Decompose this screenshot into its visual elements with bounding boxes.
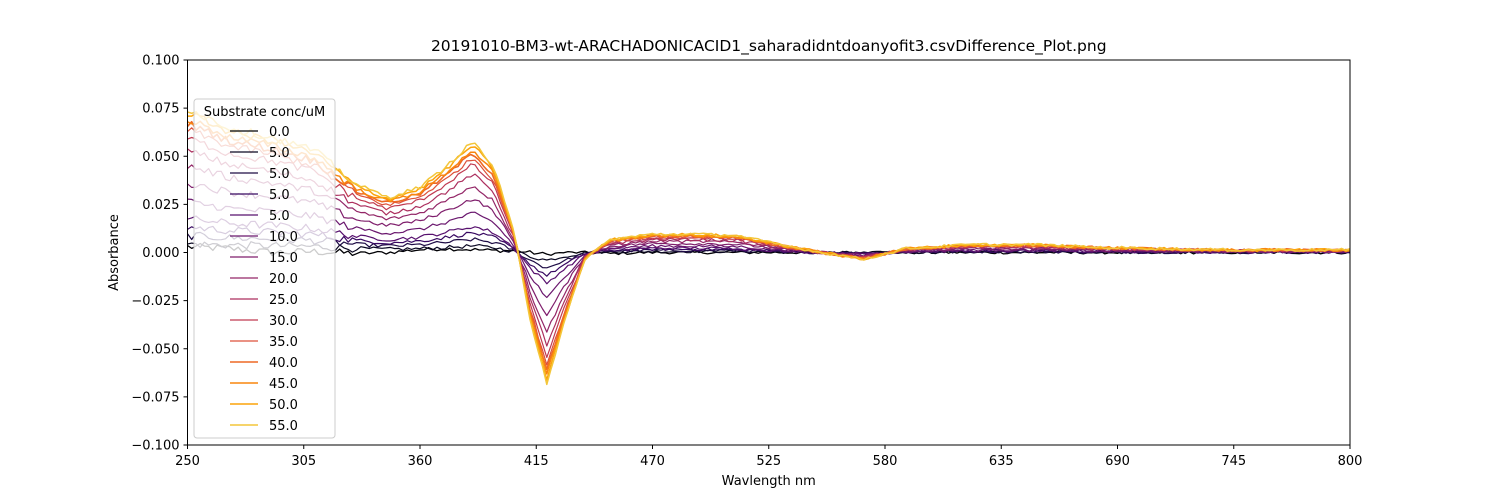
y-tick-label: 0.000: [142, 246, 179, 261]
legend-box: [193, 98, 336, 439]
series-line-14: [187, 111, 1350, 386]
legend-label: 5.0: [269, 146, 290, 161]
y-axis-label: Absorbance: [107, 214, 122, 291]
legend-title: Substrate conc/uM: [204, 105, 325, 120]
y-tick-label: 0.075: [142, 102, 179, 117]
x-axis-label: Wavlength nm: [722, 474, 816, 489]
x-tick-label: 415: [524, 454, 549, 469]
legend-label: 20.0: [269, 272, 298, 287]
y-tick-label: 0.050: [142, 150, 179, 165]
x-tick-label: 580: [873, 454, 898, 469]
y-tick-label: −0.100: [131, 439, 179, 454]
y-tick-label: −0.025: [131, 294, 179, 309]
y-tick-label: −0.050: [131, 342, 179, 357]
x-tick-label: 690: [1105, 454, 1130, 469]
x-tick-label: 305: [291, 454, 316, 469]
legend-label: 30.0: [269, 314, 298, 329]
legend-label: 45.0: [269, 377, 298, 392]
legend-label: 10.0: [269, 230, 298, 245]
y-tick-label: 0.025: [142, 198, 179, 213]
x-tick-label: 635: [989, 454, 1014, 469]
legend-label: 5.0: [269, 188, 290, 203]
chart-title: 20191010-BM3-wt-ARACHADONICACID1_saharad…: [431, 37, 1107, 56]
series-line-5: [187, 198, 1350, 299]
x-tick-label: 745: [1221, 454, 1246, 469]
x-tick-label: 525: [756, 454, 781, 469]
legend-label: 0.0: [269, 125, 290, 140]
legend-label: 40.0: [269, 356, 298, 371]
legend-label: 15.0: [269, 251, 298, 266]
legend-label: 35.0: [269, 335, 298, 350]
legend: Substrate conc/uM 0.0 5.0 5.0 5.0 5.0 10.0 15.…: [193, 98, 336, 439]
axis-ticks: 250 305 360 415 470 525 580 635 690 745 800 0.100 0.…: [131, 54, 1362, 470]
legend-label: 50.0: [269, 398, 298, 413]
y-tick-label: 0.100: [142, 54, 179, 69]
plot-lines: [187, 111, 1350, 386]
x-tick-label: 470: [640, 454, 665, 469]
legend-label: 5.0: [269, 209, 290, 224]
legend-label: 25.0: [269, 293, 298, 308]
legend-label: 55.0: [269, 419, 298, 434]
x-tick-label: 800: [1338, 454, 1363, 469]
plot-frame: [187, 59, 1351, 446]
legend-label: 5.0: [269, 167, 290, 182]
x-tick-label: 250: [175, 454, 200, 469]
x-tick-label: 360: [408, 454, 433, 469]
y-tick-label: −0.075: [131, 390, 179, 405]
